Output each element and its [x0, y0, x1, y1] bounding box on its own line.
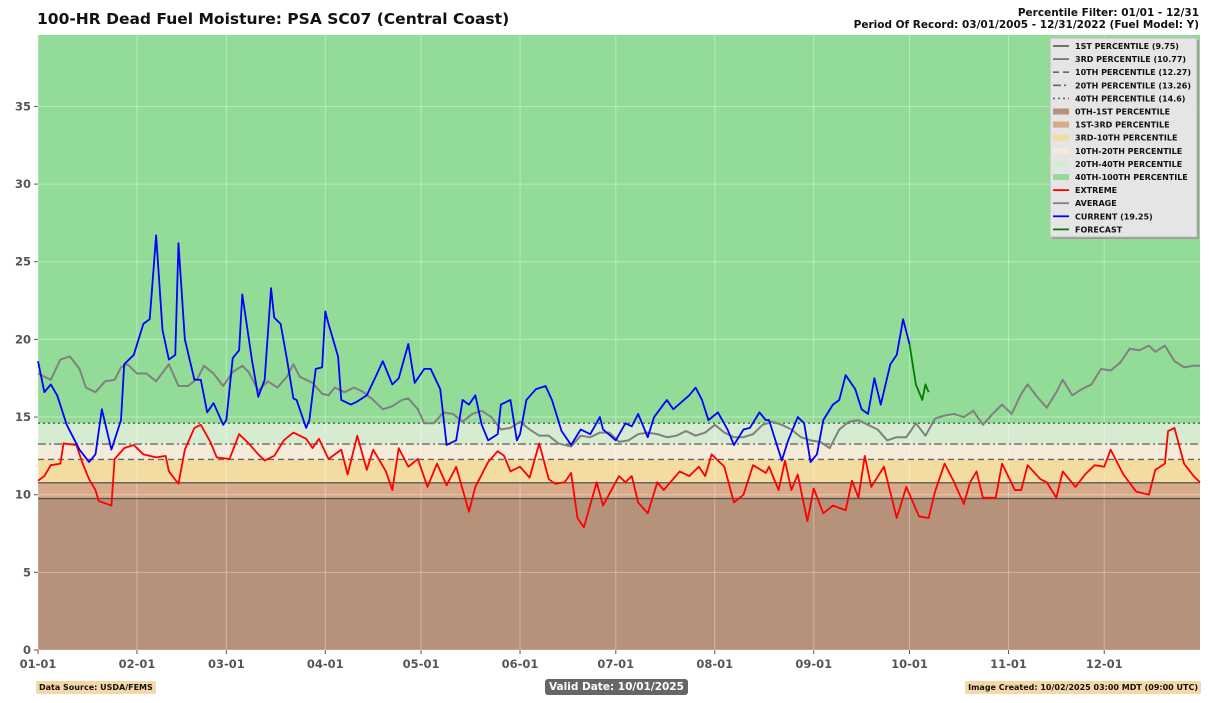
x-tick-label: 03-01 — [208, 657, 245, 671]
legend-label: 0TH-1ST PERCENTILE — [1075, 108, 1170, 117]
y-tick-label: 35 — [15, 99, 31, 113]
chart-title: 100-HR Dead Fuel Moisture: PSA SC07 (Cen… — [37, 10, 510, 28]
legend-swatch — [1053, 174, 1069, 180]
legend-box — [1049, 37, 1198, 238]
valid-date-badge: Valid Date: 10/01/2025 — [545, 679, 688, 695]
x-tick-label: 07-01 — [597, 657, 634, 671]
legend-label: AVERAGE — [1075, 199, 1117, 208]
y-tick-label: 30 — [15, 177, 31, 191]
chart-subtitle: Percentile Filter: 01/01 - 12/31 Period … — [854, 7, 1199, 31]
legend-label: 40TH-100TH PERCENTILE — [1075, 173, 1188, 182]
x-tick-label: 11-01 — [990, 657, 1027, 671]
x-tick-label: 01-01 — [20, 657, 57, 671]
data-source-badge: Data Source: USDA/FEMS — [36, 681, 156, 694]
series-line-current — [37, 234, 911, 463]
x-tick-label: 10-01 — [891, 657, 928, 671]
legend-label: 3RD-10TH PERCENTILE — [1075, 134, 1177, 143]
x-tick-label: 05-01 — [403, 657, 440, 671]
legend-swatch — [1053, 160, 1069, 167]
legend-label: 1ST-3RD PERCENTILE — [1075, 121, 1170, 130]
image-created-badge: Image Created: 10/02/2025 03:00 MDT (09:… — [965, 681, 1201, 694]
legend-swatch — [1053, 121, 1069, 128]
legend-label: FORECAST — [1075, 225, 1123, 234]
legend-swatch — [1053, 147, 1069, 154]
period-of-record-text: Period Of Record: 03/01/2005 - 12/31/202… — [853, 19, 1199, 31]
y-tick-label: 0 — [23, 643, 31, 657]
legend-swatch — [1053, 108, 1069, 115]
y-tick-label: 20 — [15, 332, 31, 346]
percentile-filter-text: Percentile Filter: 01/01 - 12/31 — [1017, 7, 1199, 19]
x-tick-label: 04-01 — [307, 657, 344, 671]
x-tick-label: 09-01 — [795, 657, 832, 671]
legend-label: CURRENT (19.25) — [1075, 212, 1153, 221]
percentile-band — [38, 498, 1200, 650]
legend-label: 40TH PERCENTILE (14.6) — [1075, 94, 1185, 103]
legend-label: 20TH-40TH PERCENTILE — [1075, 160, 1182, 169]
legend-swatch — [1053, 134, 1069, 141]
percentile-band — [38, 482, 1200, 499]
legend-label: 10TH-20TH PERCENTILE — [1075, 147, 1182, 156]
series-line-forecast — [908, 343, 930, 401]
percentile-band — [38, 459, 1200, 483]
legend-label: EXTREME — [1075, 186, 1117, 195]
x-tick-label: 06-01 — [502, 657, 539, 671]
x-tick-label: 08-01 — [696, 657, 733, 671]
y-tick-label: 5 — [23, 565, 31, 579]
legend-label: 1ST PERCENTILE (9.75) — [1075, 42, 1179, 51]
percentile-band — [38, 444, 1200, 460]
y-tick-label: 15 — [15, 410, 31, 424]
legend-label: 3RD PERCENTILE (10.77) — [1075, 55, 1186, 64]
series-line-extreme — [37, 423, 1201, 529]
x-tick-label: 12-01 — [1086, 657, 1123, 671]
y-tick-label: 10 — [15, 488, 31, 502]
y-tick-label: 25 — [15, 255, 31, 269]
percentile-band — [38, 35, 1200, 424]
x-tick-label: 02-01 — [119, 657, 156, 671]
legend-label: 10TH PERCENTILE (12.27) — [1075, 68, 1191, 77]
legend-label: 20TH PERCENTILE (13.26) — [1075, 81, 1191, 90]
